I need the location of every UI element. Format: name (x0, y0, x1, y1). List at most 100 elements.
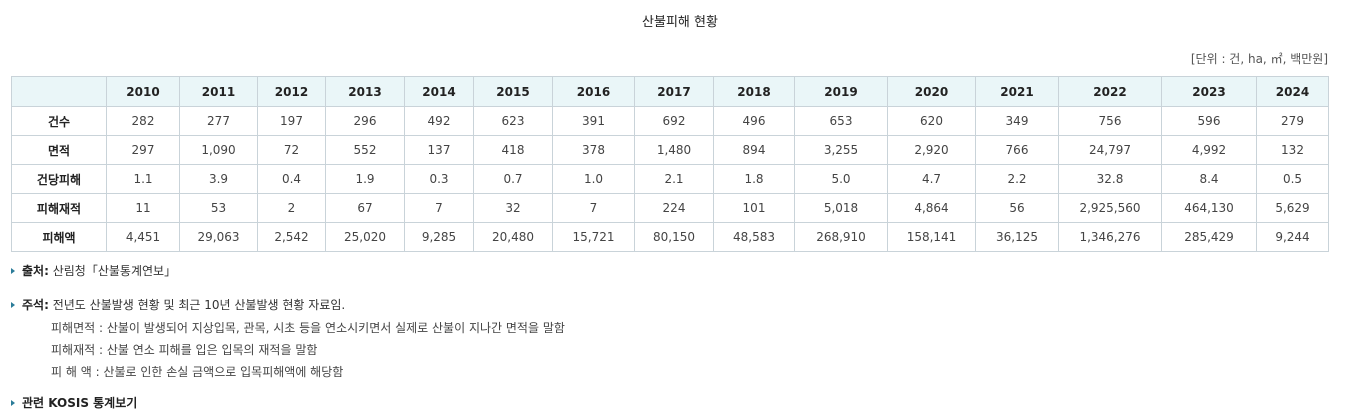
table-cell: 5,018 (794, 193, 888, 223)
unit-label: [단위 : 건, ha, ㎡, 백만원] (1190, 52, 1328, 66)
table-cell: 1.8 (713, 164, 795, 194)
table-cell: 53 (179, 193, 258, 223)
table-cell: 48,583 (713, 222, 795, 252)
table-cell: 378 (552, 135, 635, 165)
table-cell: 8.4 (1161, 164, 1257, 194)
source-label: 출처: (22, 264, 49, 278)
table-cell: 7 (404, 193, 474, 223)
row-label: 피해재적 (11, 193, 107, 223)
year-header: 2013 (325, 76, 405, 107)
table-cell: 4,864 (887, 193, 976, 223)
year-header: 2019 (794, 76, 888, 107)
table-cell: 0.3 (404, 164, 474, 194)
year-header: 2016 (552, 76, 635, 107)
table-cell: 623 (473, 106, 553, 136)
table-cell: 3,255 (794, 135, 888, 165)
year-header: 2020 (887, 76, 976, 107)
table-cell: 101 (713, 193, 795, 223)
table-cell: 268,910 (794, 222, 888, 252)
table-cell: 25,020 (325, 222, 405, 252)
table-cell: 277 (179, 106, 258, 136)
table-cell: 197 (257, 106, 326, 136)
table-cell: 36,125 (975, 222, 1059, 252)
kosis-link-row[interactable]: 관련 KOSIS 통계보기 (11, 394, 137, 411)
table-cell: 32.8 (1058, 164, 1162, 194)
table-cell: 496 (713, 106, 795, 136)
table-cell: 29,063 (179, 222, 258, 252)
table-row: 피해액 4,451 29,063 2,542 25,020 9,285 20,480 15,7… (11, 222, 1329, 252)
table-cell: 464,130 (1161, 193, 1257, 223)
comment-label: 주석: (22, 298, 49, 312)
table-cell: 1.1 (106, 164, 180, 194)
table-cell: 24,797 (1058, 135, 1162, 165)
forest-fire-table: 2010 2011 2012 2013 2014 2015 2016 2017 2018 2019… (11, 76, 1329, 252)
table-cell: 2.1 (634, 164, 714, 194)
table-cell: 1,090 (179, 135, 258, 165)
year-header: 2010 (106, 76, 180, 107)
table-cell: 80,150 (634, 222, 714, 252)
table-cell: 7 (552, 193, 635, 223)
row-label: 건수 (11, 106, 107, 136)
year-header: 2018 (713, 76, 795, 107)
year-header: 2017 (634, 76, 714, 107)
table-header-row: 2010 2011 2012 2013 2014 2015 2016 2017 2018 2019… (11, 76, 1329, 107)
year-header: 2014 (404, 76, 474, 107)
table-cell: 756 (1058, 106, 1162, 136)
table-cell: 4,992 (1161, 135, 1257, 165)
table-cell: 2,542 (257, 222, 326, 252)
table-cell: 596 (1161, 106, 1257, 136)
row-label: 면적 (11, 135, 107, 165)
table-cell: 552 (325, 135, 405, 165)
table-cell: 894 (713, 135, 795, 165)
triangle-bullet-icon (11, 302, 15, 308)
table-cell: 4,451 (106, 222, 180, 252)
table-cell: 279 (1256, 106, 1329, 136)
table-cell: 0.4 (257, 164, 326, 194)
table-cell: 620 (887, 106, 976, 136)
table-cell: 9,285 (404, 222, 474, 252)
table-cell: 2,925,560 (1058, 193, 1162, 223)
note-detail: 피 해 액 : 산불로 인한 손실 금액으로 입목피해액에 해당함 (51, 365, 344, 379)
table-cell: 132 (1256, 135, 1329, 165)
triangle-bullet-icon (11, 268, 15, 274)
table-cell: 2.2 (975, 164, 1059, 194)
note-detail: 피해면적 : 산불이 발생되어 지상입목, 관목, 시초 등을 연소시키면서 실… (51, 321, 565, 335)
table-cell: 137 (404, 135, 474, 165)
table-cell: 391 (552, 106, 635, 136)
table-cell: 418 (473, 135, 553, 165)
source-note: 출처: 산림청「산불통계연보」 (11, 262, 176, 279)
year-header: 2022 (1058, 76, 1162, 107)
table-row: 건당피해 1.1 3.9 0.4 1.9 0.3 0.7 1.0 2.1 1.8 5.0 4.7 2.2… (11, 164, 1329, 194)
table-cell: 349 (975, 106, 1059, 136)
comment-text: 전년도 산불발생 현황 및 최근 10년 산불발생 현황 자료임. (52, 298, 346, 312)
table-cell: 224 (634, 193, 714, 223)
note-detail: 피해재적 : 산불 연소 피해를 입은 입목의 재적을 말함 (51, 343, 318, 357)
table-cell: 766 (975, 135, 1059, 165)
table-cell: 5,629 (1256, 193, 1329, 223)
table-cell: 67 (325, 193, 405, 223)
table-cell: 20,480 (473, 222, 553, 252)
table-cell: 282 (106, 106, 180, 136)
table-cell: 0.5 (1256, 164, 1329, 194)
table-cell: 296 (325, 106, 405, 136)
table-cell: 11 (106, 193, 180, 223)
table-cell: 297 (106, 135, 180, 165)
header-corner (11, 76, 107, 107)
table-row: 건수 282 277 197 296 492 623 391 692 496 653 620 349 75… (11, 106, 1329, 136)
table-cell: 2,920 (887, 135, 976, 165)
table-cell: 285,429 (1161, 222, 1257, 252)
table-body: 건수 282 277 197 296 492 623 391 692 496 653 620 349 75… (11, 106, 1329, 252)
source-text: 산림청「산불통계연보」 (52, 264, 177, 278)
year-header: 2011 (179, 76, 258, 107)
table-cell: 5.0 (794, 164, 888, 194)
table-cell: 56 (975, 193, 1059, 223)
row-label: 건당피해 (11, 164, 107, 194)
year-header: 2024 (1256, 76, 1329, 107)
triangle-bullet-icon (11, 400, 15, 406)
page-title: 산불피해 현황 (642, 15, 718, 30)
kosis-link[interactable]: 관련 KOSIS 통계보기 (22, 396, 138, 410)
table-cell: 15,721 (552, 222, 635, 252)
year-header: 2015 (473, 76, 553, 107)
year-header: 2023 (1161, 76, 1257, 107)
table-cell: 2 (257, 193, 326, 223)
